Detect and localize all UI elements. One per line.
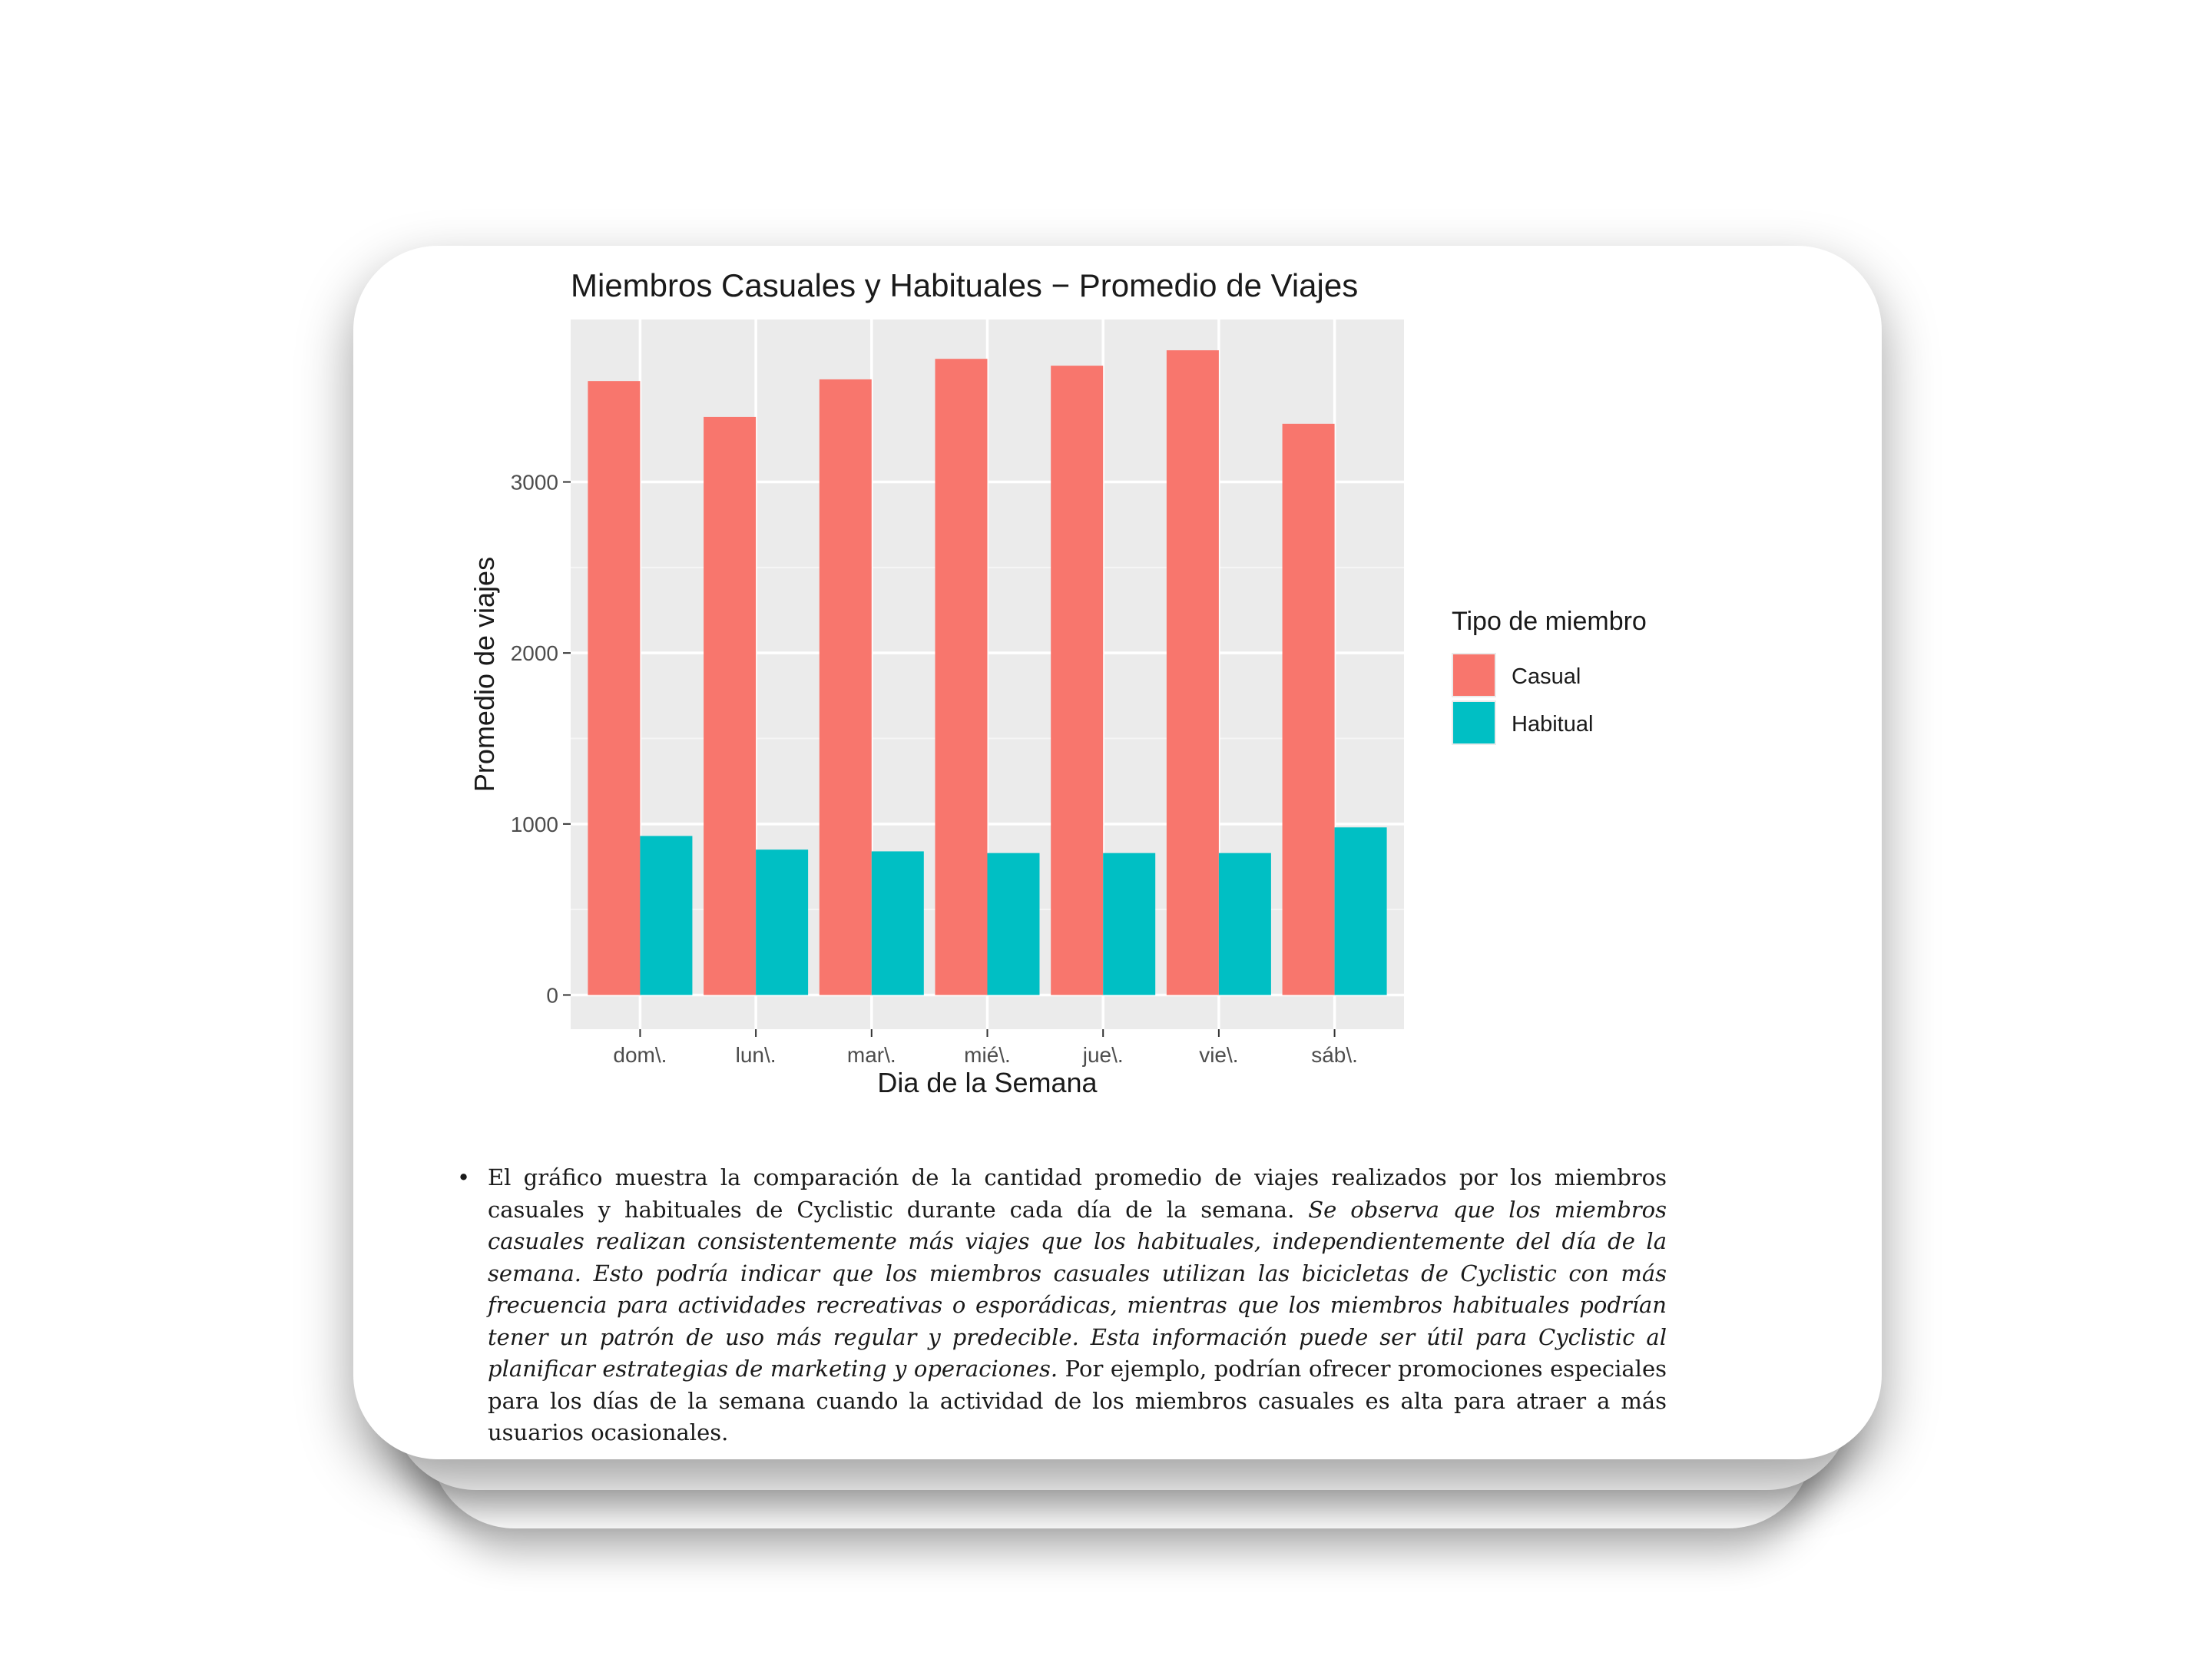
x-tick-label: mié\. — [964, 1043, 1011, 1067]
legend-label-habitual: Habitual — [1512, 712, 1593, 737]
x-tick-label: mar\. — [847, 1043, 896, 1067]
caption-text-example: Por ejemplo, podrían ofrecer promociones… — [488, 1356, 1667, 1445]
chart-title: Miembros Casuales y Habituales − Promedi… — [571, 267, 1358, 303]
bar-chart: Miembros Casuales y Habituales − Promedi… — [469, 267, 1647, 1098]
legend-label-casual: Casual — [1512, 664, 1581, 689]
y-axis-label: Promedio de viajes — [469, 557, 500, 792]
bar-habitual-4 — [1103, 853, 1156, 995]
chart-caption: • El gráfico muestra la comparación de l… — [457, 1162, 1667, 1449]
document-card: Miembros Casuales y Habituales − Promedi… — [353, 246, 1882, 1459]
x-tick-label: sáb\. — [1311, 1043, 1358, 1067]
y-tick-label: 3000 — [511, 471, 558, 495]
bar-casual-5 — [1166, 350, 1219, 995]
bullet-point: • — [457, 1164, 471, 1190]
legend-swatch-habitual — [1453, 702, 1495, 743]
x-axis-label: Dia de la Semana — [877, 1067, 1098, 1098]
bar-habitual-3 — [987, 853, 1040, 995]
bar-casual-6 — [1282, 423, 1335, 995]
bar-casual-4 — [1051, 366, 1104, 995]
y-tick-label: 0 — [546, 983, 558, 1007]
legend-title: Tipo de miembro — [1452, 607, 1647, 636]
bar-habitual-6 — [1334, 827, 1387, 995]
caption-text-italic: Se observa que los miembros casuales rea… — [488, 1196, 1667, 1382]
caption-text-intro: El gráfico muestra la comparación de la … — [488, 1164, 1667, 1223]
bar-casual-2 — [819, 379, 872, 995]
bar-casual-1 — [704, 416, 757, 995]
bar-habitual-1 — [756, 849, 809, 995]
bar-casual-0 — [588, 381, 641, 995]
x-tick-label: vie\. — [1199, 1043, 1238, 1067]
y-tick-label: 2000 — [511, 641, 558, 665]
bar-habitual-5 — [1218, 853, 1271, 995]
bar-casual-3 — [935, 359, 988, 995]
bar-habitual-0 — [640, 836, 693, 995]
x-tick-label: dom\. — [613, 1043, 667, 1067]
y-tick-label: 1000 — [511, 813, 558, 836]
x-tick-label: lun\. — [736, 1043, 777, 1067]
bar-habitual-2 — [871, 851, 924, 995]
legend-swatch-casual — [1453, 654, 1495, 696]
x-tick-label: jue\. — [1082, 1043, 1124, 1067]
